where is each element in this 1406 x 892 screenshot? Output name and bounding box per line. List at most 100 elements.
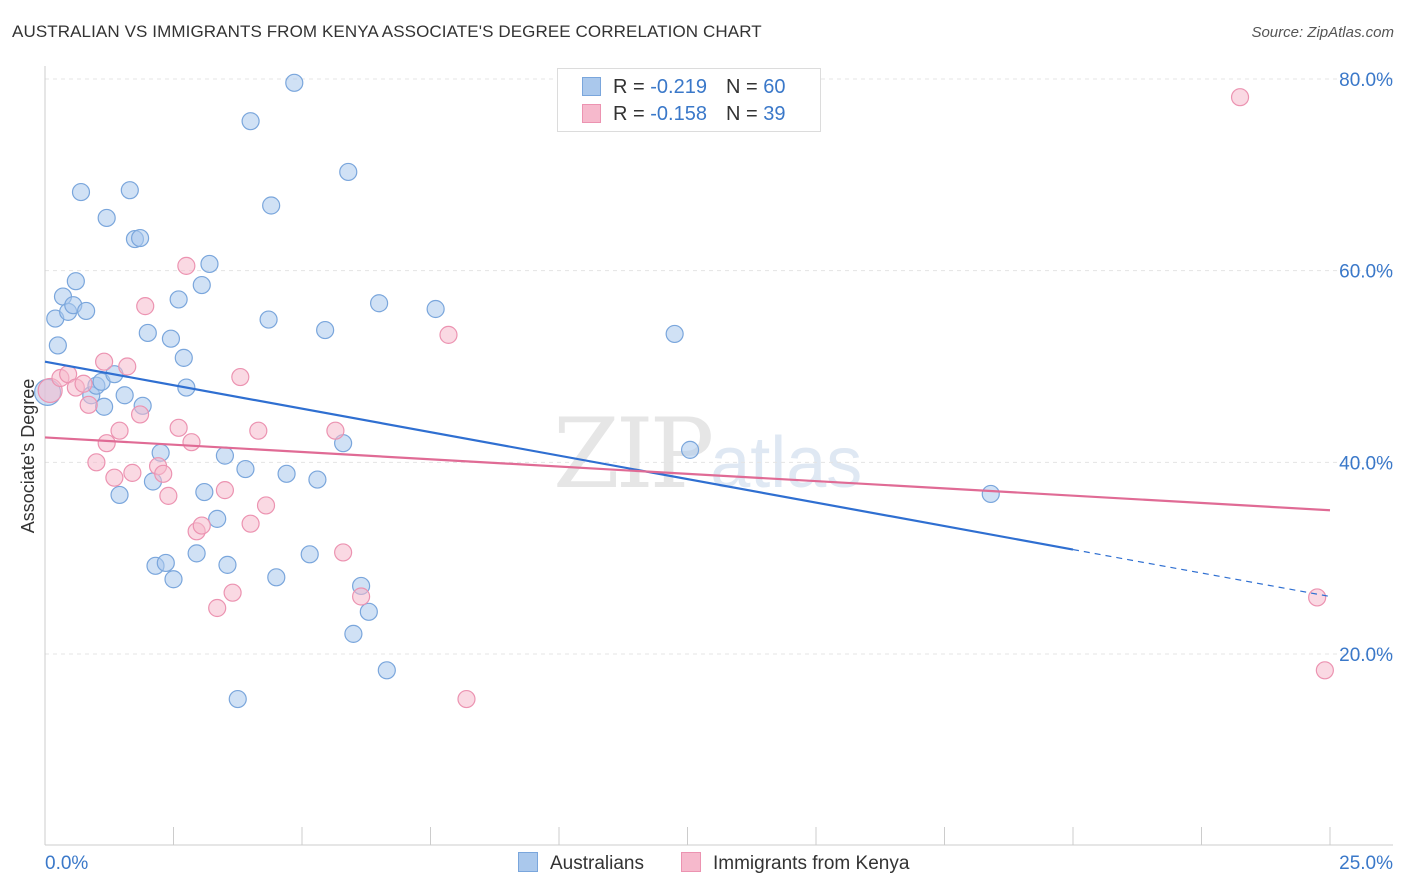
legend-r-value: -0.158 bbox=[650, 103, 707, 125]
bottom-legend-australians: Australians bbox=[518, 852, 644, 875]
y-axis-label: Associate's Degree bbox=[18, 379, 38, 534]
kenya-point bbox=[123, 463, 142, 482]
legend-r-value: -0.219 bbox=[650, 76, 707, 98]
kenya-point bbox=[457, 689, 476, 709]
y-tick-label: 60.0% bbox=[1339, 262, 1393, 283]
australians-point bbox=[169, 290, 188, 309]
kenya-point bbox=[326, 421, 345, 440]
legend-row-kenya: R = -0.158 N = 39 bbox=[582, 103, 785, 126]
australians-point bbox=[277, 464, 296, 483]
kenya-point bbox=[130, 405, 150, 424]
bottom-legend-swatch-kenya bbox=[681, 852, 701, 872]
x-tick-label: 0.0% bbox=[45, 853, 88, 874]
bottom-legend-kenya: Immigrants from Kenya bbox=[681, 852, 909, 875]
australians-point bbox=[218, 555, 237, 574]
legend-swatch-australians bbox=[582, 77, 601, 96]
kenya-point bbox=[241, 514, 260, 533]
legend-r-label: R = bbox=[613, 103, 651, 125]
legend-n-label: N = bbox=[725, 76, 764, 98]
legend-n-value: 60 bbox=[763, 76, 786, 98]
australians-point bbox=[208, 509, 227, 528]
kenya-point bbox=[249, 421, 268, 440]
australians-point bbox=[241, 112, 260, 131]
australians-point bbox=[110, 485, 129, 505]
kenya-point bbox=[105, 468, 124, 487]
watermark: ZIPatlas bbox=[553, 398, 862, 510]
australians-point bbox=[97, 208, 116, 228]
australians-point bbox=[285, 73, 304, 92]
legend-n-label: N = bbox=[725, 103, 764, 125]
chart-source: Source: ZipAtlas.com bbox=[1251, 24, 1394, 41]
australians-point bbox=[164, 570, 183, 589]
australians-point bbox=[48, 336, 67, 355]
kenya-point bbox=[1230, 88, 1250, 107]
australians-point bbox=[300, 545, 319, 564]
australians-point bbox=[161, 329, 181, 348]
australians-point bbox=[426, 299, 445, 319]
kenya-point bbox=[231, 367, 250, 387]
kenya-point bbox=[169, 418, 188, 437]
australians-point bbox=[200, 254, 219, 274]
australians-point bbox=[339, 162, 358, 182]
kenya-point bbox=[136, 297, 155, 316]
australians-point bbox=[71, 182, 91, 202]
kenya-point bbox=[87, 453, 106, 472]
kenya-point bbox=[154, 464, 173, 483]
kenya-point bbox=[334, 543, 353, 562]
australians-point bbox=[66, 272, 85, 291]
australians-trendline-extension bbox=[1072, 548, 1331, 598]
legend-row-australians: R = -0.219 N = 60 bbox=[582, 76, 785, 99]
kenya-point bbox=[439, 325, 458, 344]
australians-point bbox=[308, 470, 327, 489]
kenya-point bbox=[159, 486, 178, 505]
australians-point bbox=[370, 294, 389, 313]
correlation-legend: R = -0.219 N = 60 R = -0.158 N = 39 bbox=[557, 68, 821, 132]
kenya-point bbox=[74, 374, 93, 393]
australians-trendline bbox=[44, 360, 1074, 551]
kenya-point bbox=[1308, 588, 1327, 607]
kenya-point bbox=[223, 583, 242, 602]
australians-point bbox=[195, 482, 214, 502]
australians-point bbox=[680, 440, 700, 459]
y-tick-label: 40.0% bbox=[1339, 453, 1393, 474]
australians-point bbox=[174, 348, 193, 367]
kenya-point bbox=[118, 357, 137, 376]
kenya-point bbox=[97, 434, 116, 453]
australians-point bbox=[259, 310, 278, 329]
australians-point bbox=[187, 544, 206, 563]
kenya-point bbox=[79, 395, 98, 414]
australians-point bbox=[267, 568, 286, 587]
australians-point bbox=[228, 689, 247, 709]
kenya-point bbox=[182, 433, 201, 452]
australians-point bbox=[316, 320, 335, 340]
australians-point bbox=[156, 553, 175, 573]
kenya-point bbox=[208, 598, 227, 618]
legend-r-label: R = bbox=[613, 76, 651, 98]
australians-point bbox=[130, 228, 150, 248]
bottom-legend-label-kenya: Immigrants from Kenya bbox=[713, 853, 910, 874]
kenya-trendline bbox=[44, 436, 1331, 512]
kenya-point bbox=[1315, 661, 1334, 680]
australians-point bbox=[215, 446, 234, 465]
australians-point bbox=[236, 459, 255, 479]
legend-n-value: 39 bbox=[763, 103, 786, 125]
kenya-point bbox=[177, 256, 196, 275]
bottom-legend-label-australians: Australians bbox=[550, 853, 644, 874]
kenya-point bbox=[256, 496, 276, 515]
kenya-point bbox=[352, 587, 371, 606]
watermark-atlas: atlas bbox=[710, 423, 863, 503]
australians-point bbox=[344, 624, 363, 643]
australians-point bbox=[359, 602, 378, 621]
australians-point bbox=[192, 275, 211, 295]
chart-title: AUSTRALIAN VS IMMIGRANTS FROM KENYA ASSO… bbox=[12, 22, 762, 41]
x-tick-label: 25.0% bbox=[1339, 853, 1393, 874]
australians-point bbox=[377, 661, 396, 680]
australians-point bbox=[981, 484, 1000, 504]
australians-point bbox=[95, 397, 114, 416]
australians-point bbox=[120, 181, 139, 200]
kenya-point bbox=[215, 481, 234, 500]
australians-point bbox=[115, 386, 134, 405]
australians-point bbox=[665, 324, 684, 344]
australians-point bbox=[262, 196, 281, 215]
